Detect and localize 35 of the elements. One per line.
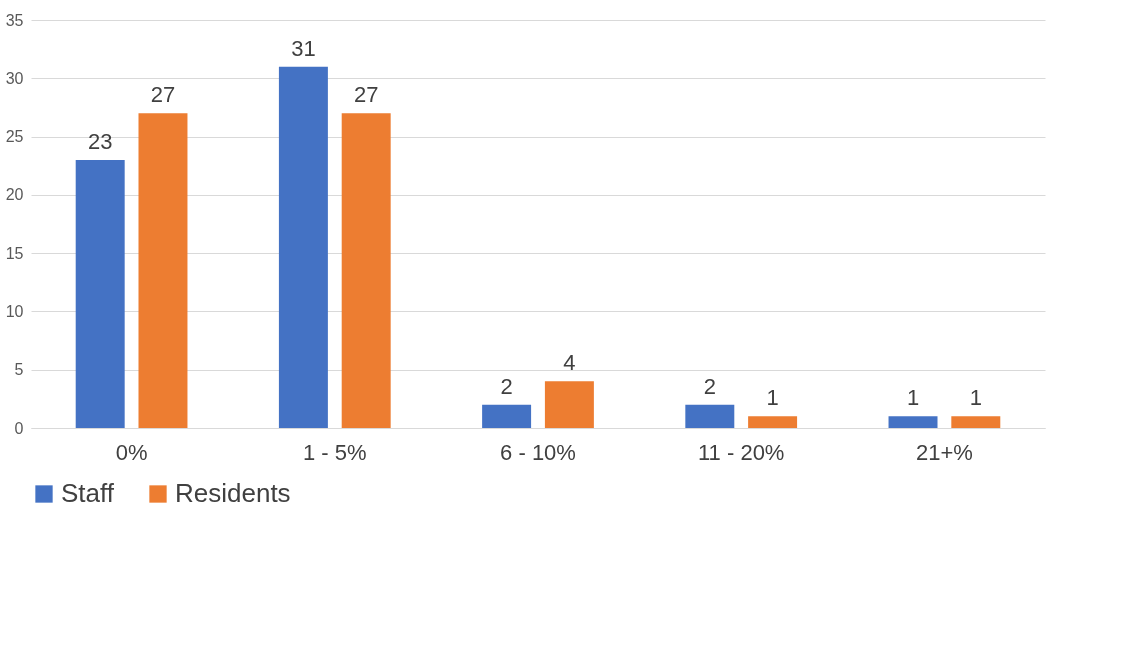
bar	[748, 416, 798, 428]
data-label: 27	[353, 82, 379, 108]
x-tick-label: 1 - 5%	[303, 439, 367, 465]
y-tick-label: 10	[5, 302, 24, 320]
bar	[278, 66, 328, 428]
y-tick-label: 20	[5, 186, 24, 204]
data-label: 27	[150, 82, 176, 108]
y-tick-label: 15	[5, 244, 24, 262]
y-tick-label: 0	[14, 419, 24, 437]
bar	[951, 416, 1001, 428]
x-tick-label: 21+%	[915, 439, 973, 465]
bar	[138, 113, 188, 428]
y-tick-label: 35	[5, 11, 24, 29]
legend-label: Residents	[175, 478, 291, 508]
data-label: 1	[906, 385, 920, 411]
data-label: 31	[291, 35, 316, 61]
bar	[888, 416, 938, 428]
y-tick-label: 30	[5, 69, 24, 87]
x-tick-label: 0%	[115, 439, 148, 465]
data-label: 2	[703, 373, 716, 399]
bar	[341, 113, 391, 428]
data-label: 23	[87, 128, 113, 154]
x-tick-label: 6 - 10%	[500, 439, 576, 465]
bar	[75, 159, 125, 428]
bar	[544, 381, 594, 428]
bar	[482, 404, 532, 428]
data-label: 1	[969, 385, 982, 411]
y-tick-label: 25	[5, 128, 24, 146]
data-label: 4	[563, 350, 576, 376]
data-label: 2	[500, 373, 513, 399]
data-label: 1	[766, 385, 779, 411]
x-tick-label: 11 - 20%	[698, 439, 785, 465]
y-tick-label: 5	[14, 361, 24, 379]
legend-label: Staff	[61, 478, 115, 508]
bar	[685, 404, 735, 428]
